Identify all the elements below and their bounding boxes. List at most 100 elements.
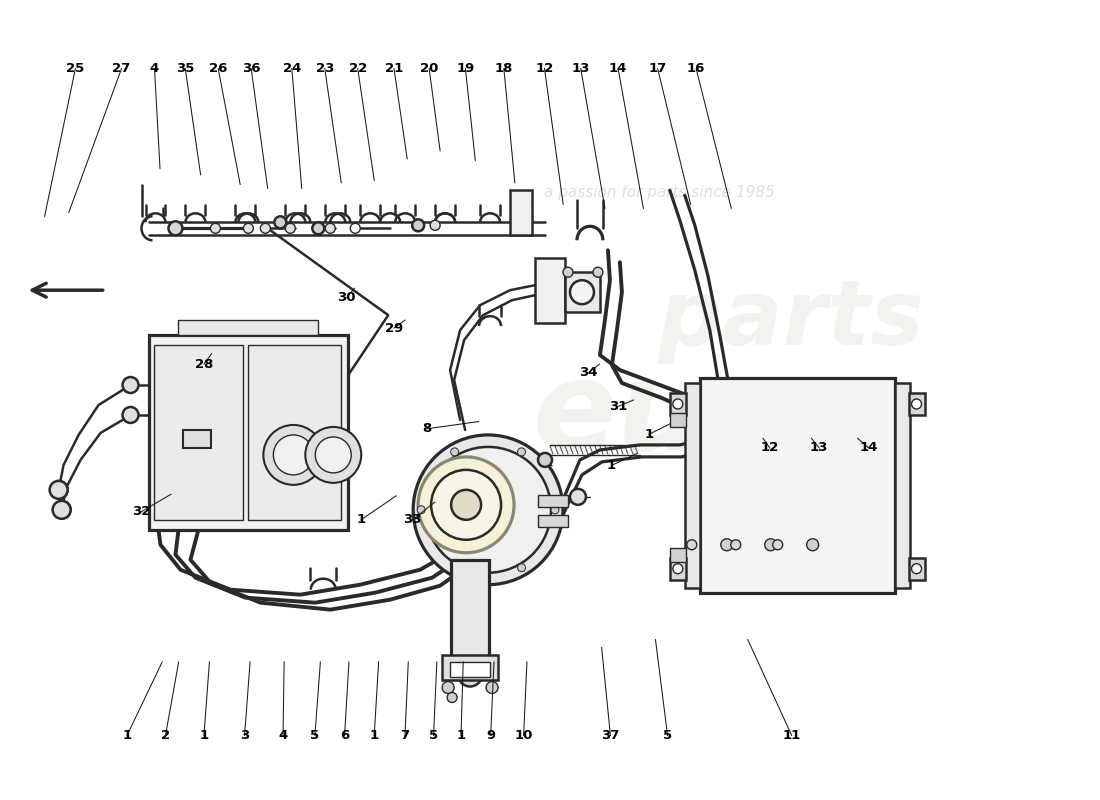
Circle shape: [350, 223, 360, 234]
Text: 6: 6: [340, 729, 349, 742]
Circle shape: [326, 223, 336, 234]
Text: 20: 20: [420, 62, 438, 75]
Circle shape: [593, 267, 603, 278]
Text: 1: 1: [370, 729, 378, 742]
Text: 10: 10: [515, 729, 532, 742]
Text: 31: 31: [609, 400, 627, 413]
Text: euro: euro: [532, 355, 854, 477]
Bar: [510, 190, 532, 235]
Bar: [451, 560, 490, 670]
Bar: [450, 662, 491, 677]
Text: 12: 12: [536, 62, 553, 75]
Bar: [909, 393, 924, 415]
Text: 33: 33: [404, 514, 422, 526]
Text: 24: 24: [283, 62, 301, 75]
Text: 13: 13: [810, 442, 828, 454]
Text: 5: 5: [663, 729, 672, 742]
Text: parts: parts: [658, 276, 925, 364]
Text: 1: 1: [607, 459, 616, 472]
Circle shape: [912, 564, 922, 574]
Bar: [538, 515, 568, 526]
Text: 29: 29: [385, 322, 403, 334]
Text: 1: 1: [456, 729, 465, 742]
Text: a passion for parts since 1985: a passion for parts since 1985: [544, 185, 776, 200]
Text: 8: 8: [422, 422, 431, 435]
Text: 1: 1: [122, 729, 132, 742]
Text: 22: 22: [349, 62, 367, 75]
Circle shape: [312, 222, 324, 234]
Text: 1: 1: [356, 514, 365, 526]
Circle shape: [418, 457, 514, 553]
Circle shape: [912, 399, 922, 409]
Text: 1: 1: [199, 729, 209, 742]
Bar: [670, 558, 685, 580]
Text: 32: 32: [132, 506, 151, 518]
Circle shape: [430, 220, 440, 230]
Text: 26: 26: [209, 62, 228, 75]
Circle shape: [263, 425, 323, 485]
Circle shape: [673, 564, 683, 574]
Text: 12: 12: [760, 442, 779, 454]
Text: 17: 17: [649, 62, 667, 75]
Circle shape: [122, 407, 139, 423]
Text: 5: 5: [310, 729, 319, 742]
Circle shape: [720, 538, 733, 550]
Circle shape: [273, 435, 314, 475]
Text: 36: 36: [242, 62, 261, 75]
Text: 3: 3: [240, 729, 250, 742]
Bar: [894, 383, 910, 588]
Text: 25: 25: [66, 62, 85, 75]
Text: 1: 1: [645, 428, 653, 441]
Text: 16: 16: [686, 62, 705, 75]
Circle shape: [451, 490, 481, 520]
Text: 4: 4: [278, 729, 288, 742]
Circle shape: [551, 506, 559, 514]
Text: 23: 23: [316, 62, 334, 75]
Text: 37: 37: [602, 729, 619, 742]
Circle shape: [806, 538, 818, 550]
Text: 14: 14: [609, 62, 627, 75]
Circle shape: [243, 223, 253, 234]
Circle shape: [538, 453, 552, 467]
Circle shape: [414, 435, 563, 585]
Text: 35: 35: [176, 62, 195, 75]
Circle shape: [53, 501, 70, 518]
Circle shape: [50, 481, 67, 499]
Text: 19: 19: [456, 62, 474, 75]
Circle shape: [168, 222, 183, 235]
Circle shape: [517, 448, 526, 456]
Bar: [184, 430, 211, 448]
Text: 27: 27: [112, 62, 131, 75]
Circle shape: [570, 489, 586, 505]
Circle shape: [451, 564, 459, 572]
Bar: [148, 335, 349, 530]
Circle shape: [431, 470, 502, 540]
Circle shape: [412, 219, 425, 231]
Circle shape: [426, 447, 551, 573]
Circle shape: [486, 682, 498, 694]
Circle shape: [306, 427, 361, 483]
Text: 21: 21: [385, 62, 403, 75]
Text: 11: 11: [782, 729, 801, 742]
Text: 30: 30: [338, 291, 356, 304]
Bar: [565, 272, 600, 312]
Bar: [178, 320, 318, 335]
Circle shape: [686, 540, 696, 550]
Circle shape: [673, 399, 683, 409]
Bar: [154, 345, 243, 520]
Circle shape: [764, 538, 777, 550]
Text: 34: 34: [580, 366, 597, 379]
Circle shape: [772, 540, 783, 550]
Text: 13: 13: [572, 62, 590, 75]
Text: 5: 5: [429, 729, 438, 742]
Bar: [909, 558, 924, 580]
Text: 9: 9: [486, 729, 495, 742]
Bar: [685, 383, 700, 588]
Bar: [700, 378, 894, 593]
Circle shape: [316, 437, 351, 473]
Circle shape: [210, 223, 220, 234]
Bar: [670, 393, 685, 415]
Text: 14: 14: [859, 442, 878, 454]
Bar: [249, 345, 341, 520]
Bar: [670, 413, 685, 427]
